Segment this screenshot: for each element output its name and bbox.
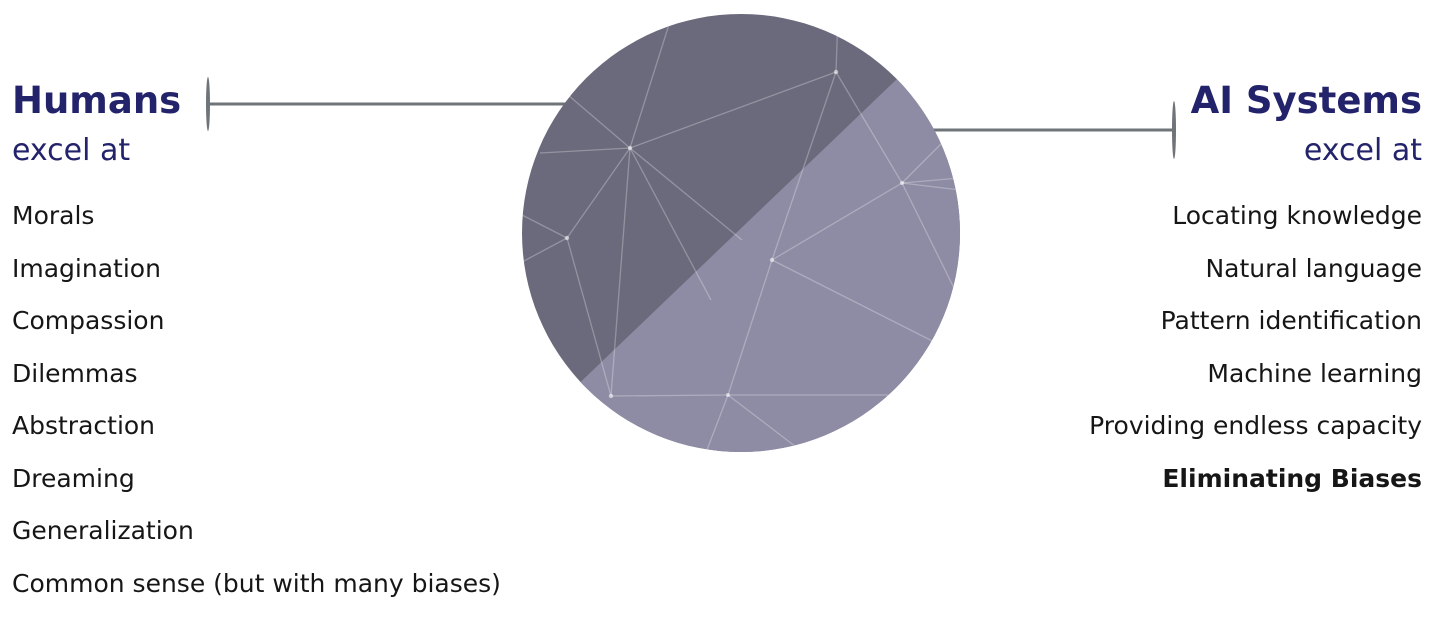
humans-list: Morals Imagination Compassion Dilemmas A… [12, 201, 501, 621]
ai-subtitle: excel at [1304, 133, 1422, 169]
humans-item-common-sense: Common sense (but with many biases) [12, 569, 501, 621]
humans-connector-cap [206, 77, 210, 131]
humans-item-compassion: Compassion [12, 306, 501, 359]
humans-item-imagination: Imagination [12, 254, 501, 307]
ai-item-natural-language: Natural language [1089, 254, 1422, 307]
humans-subtitle: excel at [12, 133, 130, 169]
ai-item-machine-learning: Machine learning [1089, 359, 1422, 412]
humans-item-morals: Morals [12, 201, 501, 254]
humans-title: Humans [12, 79, 181, 123]
humans-item-dilemmas: Dilemmas [12, 359, 501, 412]
ai-title: AI Systems [1191, 79, 1422, 123]
humans-item-dreaming: Dreaming [12, 464, 501, 517]
humans-item-abstraction: Abstraction [12, 411, 501, 464]
ai-connector-cap [1172, 101, 1176, 159]
ai-item-endless-capacity: Providing endless capacity [1089, 411, 1422, 464]
ai-list: Locating knowledge Natural language Patt… [1089, 201, 1422, 516]
ai-item-pattern-identification: Pattern identification [1089, 306, 1422, 359]
ai-item-locating-knowledge: Locating knowledge [1089, 201, 1422, 254]
humans-item-generalization: Generalization [12, 516, 501, 569]
ai-item-eliminating-biases: Eliminating Biases [1089, 464, 1422, 517]
